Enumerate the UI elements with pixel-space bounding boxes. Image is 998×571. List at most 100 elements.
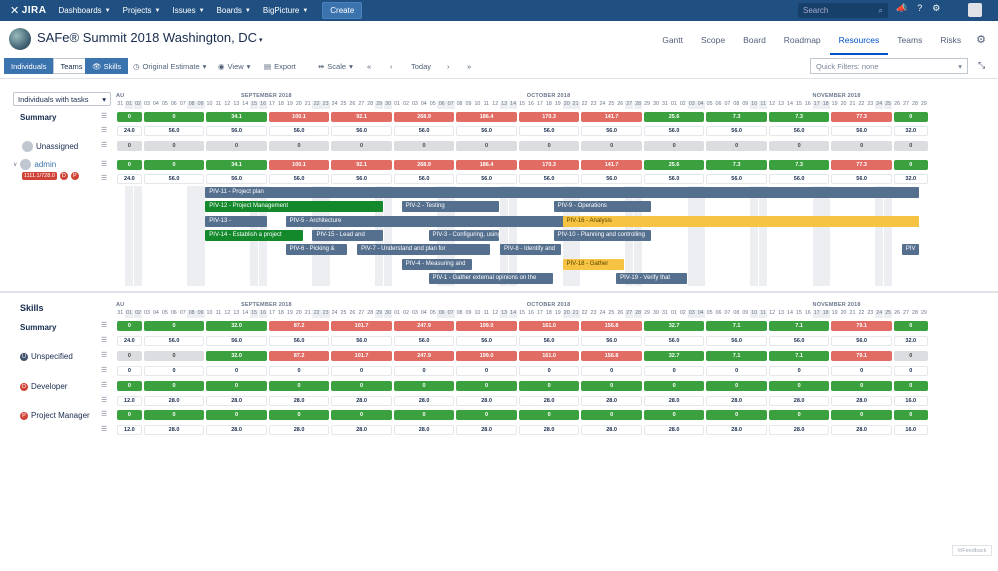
workload-cell[interactable]: 0 [768, 381, 830, 391]
workload-cell[interactable]: 79.1 [831, 321, 892, 331]
task-bar[interactable]: PIV-12 - Project Management [205, 201, 383, 212]
workload-cell[interactable]: 268.9 [393, 160, 455, 170]
workload-cell[interactable]: 0 [331, 141, 392, 151]
workload-cell[interactable]: 0 [643, 381, 705, 391]
workload-cell[interactable]: 0 [117, 321, 142, 331]
task-bar[interactable]: PIV-13 - [205, 216, 267, 227]
workload-cell[interactable]: 77.3 [831, 160, 892, 170]
workload-cell[interactable]: 0 [393, 381, 455, 391]
list-icon[interactable]: ☰ [101, 337, 108, 344]
jira-logo[interactable]: ✕ JIRA [10, 4, 47, 17]
list-icon[interactable]: ☰ [101, 142, 108, 149]
settings-gear-icon[interactable]: ⚙ [932, 3, 941, 13]
workload-cell[interactable]: 0 [831, 381, 892, 391]
workload-cell[interactable]: 0 [331, 381, 392, 391]
task-bar[interactable]: PIV-9 - Operations [553, 201, 651, 212]
workload-cell[interactable]: 0 [893, 141, 928, 151]
list-icon[interactable]: ☰ [101, 113, 108, 120]
feedback-button[interactable]: ✉ Feedback [952, 545, 992, 556]
scroll-far-right-button[interactable]: » [467, 62, 472, 71]
workload-cell[interactable]: 32.0 [206, 321, 267, 331]
workload-cell[interactable]: 186.4 [456, 112, 517, 122]
workload-cell[interactable]: 7.1 [706, 351, 767, 361]
view-dropdown[interactable]: ◉ View ▾ [218, 59, 250, 74]
workload-cell[interactable]: 0 [518, 410, 580, 420]
workload-cell[interactable]: 0 [581, 410, 642, 420]
list-icon[interactable]: ☰ [101, 175, 108, 182]
workload-cell[interactable]: 25.6 [643, 160, 705, 170]
task-bar[interactable]: PIV-3 - Configuring, using, and [428, 230, 499, 241]
nav-projects[interactable]: Projects ▼ [123, 6, 161, 15]
skills-button[interactable]: 👁 Skills [85, 58, 129, 74]
tab-resources[interactable]: Resources [829, 35, 889, 55]
workload-cell[interactable]: 34.1 [206, 112, 267, 122]
workload-cell[interactable]: 0 [206, 410, 267, 420]
workload-cell[interactable]: 0 [117, 381, 142, 391]
collapse-icon[interactable]: ⤡ [978, 60, 986, 70]
workload-cell[interactable]: 0 [893, 112, 928, 122]
workload-cell[interactable]: 141.7 [581, 112, 642, 122]
workload-cell[interactable]: 100.1 [268, 160, 330, 170]
list-icon[interactable]: ☰ [101, 397, 108, 404]
list-icon[interactable]: ☰ [101, 426, 108, 433]
task-bar[interactable]: PIV-16 - Analysis [562, 216, 919, 227]
list-icon[interactable]: ☰ [101, 411, 108, 418]
workload-cell[interactable]: 0 [893, 351, 928, 361]
workload-cell[interactable]: 170.3 [518, 160, 580, 170]
project-settings-gear-icon[interactable]: ⚙ [976, 34, 986, 46]
workload-cell[interactable]: 7.1 [706, 321, 767, 331]
workload-cell[interactable]: 247.9 [393, 351, 455, 361]
scroll-left-button[interactable]: ‹ [390, 62, 393, 71]
user-avatar[interactable] [968, 3, 982, 17]
workload-cell[interactable]: 0 [456, 141, 517, 151]
workload-cell[interactable]: 186.4 [456, 160, 517, 170]
estimate-dropdown[interactable]: ◷ Original Estimate ▾ [133, 59, 206, 74]
tab-risks[interactable]: Risks [940, 35, 962, 45]
workload-cell[interactable]: 0 [143, 112, 205, 122]
workload-cell[interactable]: 141.7 [581, 160, 642, 170]
workload-cell[interactable]: 32.7 [643, 321, 705, 331]
workload-cell[interactable]: 0 [706, 381, 767, 391]
resource-admin-label[interactable]: ∨ admin [13, 159, 56, 170]
workload-cell[interactable]: 0 [143, 381, 205, 391]
workload-cell[interactable]: 25.6 [643, 112, 705, 122]
workload-cell[interactable]: 0 [393, 141, 455, 151]
workload-cell[interactable]: 0 [143, 160, 205, 170]
workload-cell[interactable]: 32.0 [206, 351, 267, 361]
workload-cell[interactable]: 0 [893, 321, 928, 331]
workload-cell[interactable]: 0 [143, 321, 205, 331]
today-button[interactable]: Today [411, 62, 432, 71]
nav-boards[interactable]: Boards ▼ [217, 6, 251, 15]
export-button[interactable]: ▤ Export [264, 59, 296, 74]
workload-cell[interactable]: 0 [206, 381, 267, 391]
workload-cell[interactable]: 0 [268, 141, 330, 151]
workload-cell[interactable]: 0 [117, 410, 142, 420]
task-bar[interactable]: PIV-8 - Identify and [499, 244, 562, 255]
workload-cell[interactable]: 0 [331, 410, 392, 420]
task-bar[interactable]: PIV-11 - Project plan [205, 187, 919, 198]
workload-cell[interactable]: 199.0 [456, 351, 517, 361]
quick-filters-select[interactable]: Quick Filters: none ▾ [810, 58, 968, 74]
workload-cell[interactable]: 0 [117, 141, 142, 151]
workload-cell[interactable]: 0 [518, 381, 580, 391]
scale-dropdown[interactable]: ⇹ Scale ▾ [318, 59, 353, 74]
workload-cell[interactable]: 7.3 [706, 112, 767, 122]
create-button[interactable]: Create [322, 2, 363, 19]
task-bar[interactable]: PIV-7 - Understand and plan for [357, 244, 491, 255]
workload-cell[interactable]: 92.1 [331, 112, 392, 122]
workload-cell[interactable]: 161.0 [518, 351, 580, 361]
workload-cell[interactable]: 32.7 [643, 351, 705, 361]
workload-cell[interactable]: 0 [893, 381, 928, 391]
tab-roadmap[interactable]: Roadmap [783, 35, 821, 45]
workload-cell[interactable]: 0 [456, 381, 517, 391]
workload-cell[interactable]: 199.0 [456, 321, 517, 331]
workload-cell[interactable]: 101.7 [331, 321, 392, 331]
workload-cell[interactable]: 79.1 [831, 351, 892, 361]
tab-teams[interactable]: Teams [897, 35, 923, 45]
admin-name[interactable]: admin [34, 160, 57, 169]
workload-cell[interactable]: 0 [206, 141, 267, 151]
list-icon[interactable]: ☰ [101, 127, 108, 134]
workload-cell[interactable]: 268.9 [393, 112, 455, 122]
workload-cell[interactable]: 161.0 [518, 321, 580, 331]
workload-cell[interactable]: 247.9 [393, 321, 455, 331]
